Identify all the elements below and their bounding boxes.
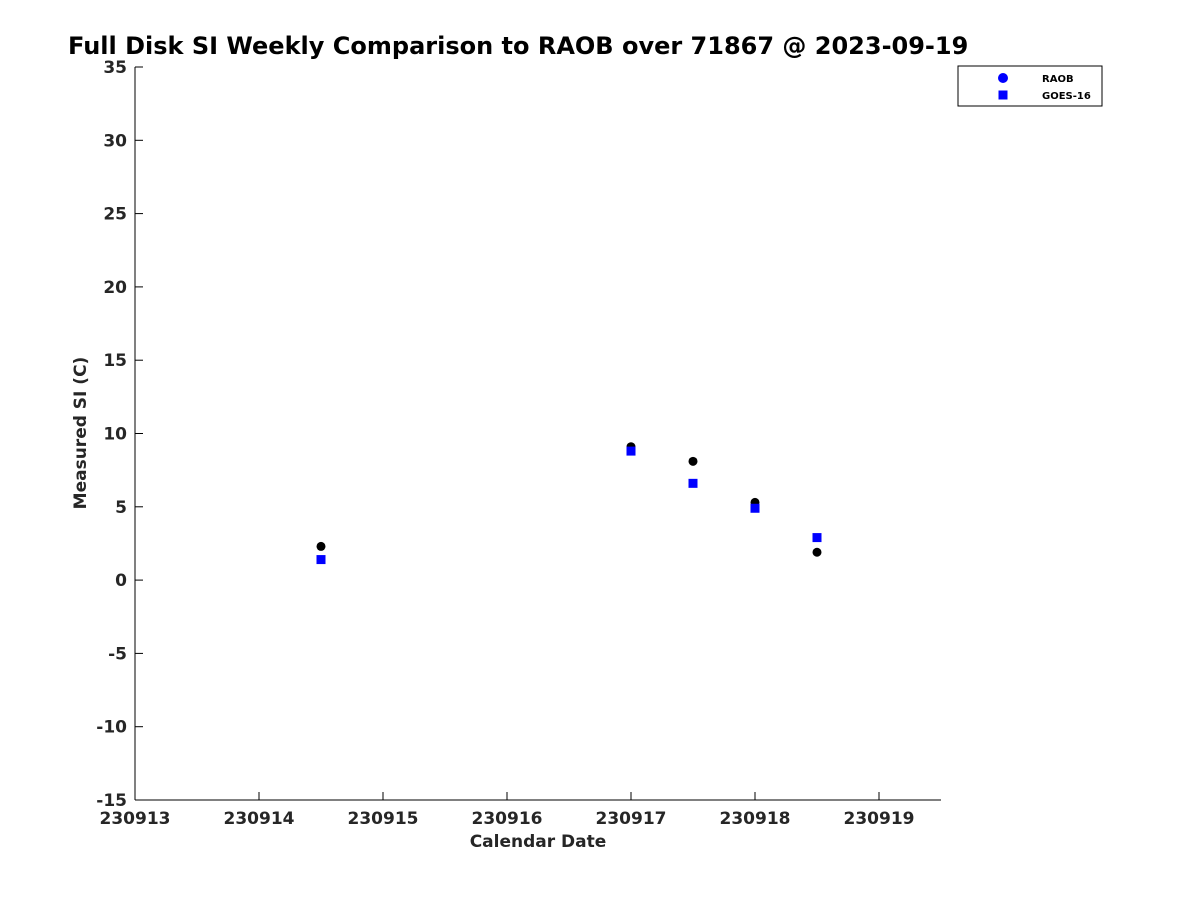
y-ticks: 35 30 25 20 15 10 5 0 -5 -10 -15	[96, 58, 143, 811]
legend-label: RAOB	[1042, 74, 1074, 85]
x-axis-label: Calendar Date	[470, 832, 607, 852]
x-tick-label: 230913	[100, 809, 171, 829]
x-ticks: 230913 230914 230915 230916 230917 230918 2309…	[100, 792, 915, 829]
x-tick-label: 230915	[348, 809, 419, 829]
legend-marker-square	[998, 90, 1008, 100]
y-tick-label: -15	[96, 791, 127, 811]
y-tick-label: 25	[103, 205, 127, 225]
y-tick-label: 0	[115, 571, 127, 591]
legend-marker-circle	[998, 73, 1008, 83]
series-raob	[316, 442, 822, 557]
data-points	[316, 442, 822, 565]
legend-label: GOES-16	[1042, 91, 1091, 102]
y-tick-label: -5	[108, 644, 127, 664]
x-tick-label: 230919	[844, 809, 915, 829]
y-tick-label: 5	[115, 498, 127, 518]
y-tick-label: 30	[103, 131, 127, 151]
goes16-point	[626, 446, 636, 456]
y-tick-label: 35	[103, 58, 127, 78]
x-tick-label: 230916	[472, 809, 543, 829]
legend-box	[957, 65, 1103, 107]
x-tick-label: 230914	[224, 809, 295, 829]
goes16-point	[688, 478, 698, 488]
y-axis-label: Measured SI (C)	[71, 357, 91, 510]
goes16-point	[316, 555, 326, 565]
goes16-point	[750, 503, 760, 513]
raob-point	[812, 547, 822, 557]
x-tick-label: 230918	[720, 809, 791, 829]
raob-point	[316, 541, 326, 551]
x-tick-label: 230917	[596, 809, 667, 829]
y-tick-label: 20	[103, 278, 127, 298]
axes	[134, 67, 941, 801]
chart-title: Full Disk SI Weekly Comparison to RAOB o…	[68, 32, 968, 60]
y-tick-label: 10	[103, 425, 127, 445]
legend: RAOB GOES-16	[957, 65, 1103, 107]
raob-point	[688, 456, 698, 466]
y-tick-label: -10	[96, 718, 127, 738]
y-tick-label: 15	[103, 351, 127, 371]
goes16-point	[812, 533, 822, 543]
series-goes-16	[316, 446, 822, 565]
